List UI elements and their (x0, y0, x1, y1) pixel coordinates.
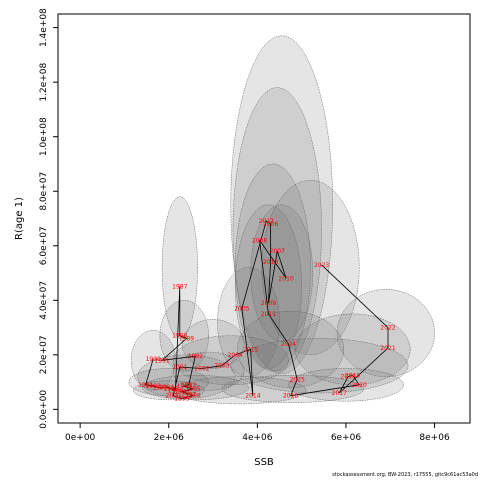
year-label-1994: 1994 (177, 383, 192, 390)
year-label-2011: 2011 (261, 311, 276, 318)
year-label-1981: 1981 (138, 382, 153, 389)
footer-credit: stockassessment.org, BW-2023, r17555, gi… (332, 472, 478, 478)
x-tick-label: 8e+06 (419, 433, 450, 443)
y-tick-label: 1.0e+08 (39, 117, 49, 156)
year-label-1986: 1986 (168, 387, 183, 394)
y-tick-label: 2.0e+07 (39, 335, 49, 374)
x-tick-label: 6e+06 (331, 433, 362, 443)
y-tick-label: 6.0e+07 (39, 226, 49, 265)
y-tick-label: 1.4e+08 (39, 8, 49, 47)
year-label-2014: 2014 (245, 393, 260, 400)
year-label-2003: 2003 (214, 363, 229, 370)
year-label-2018: 2018 (341, 374, 356, 381)
year-label-1991: 1991 (154, 357, 169, 364)
y-axis: 0.0e+00 2.0e+07 4.0e+07 6.0e+07 8.0e+07 1.0e+… (39, 8, 59, 429)
confidence-ellipse-2 (232, 87, 322, 372)
confidence-ellipse-6 (261, 180, 360, 356)
year-label-2024: 2024 (281, 341, 296, 348)
confidence-ellipse-11 (336, 289, 435, 377)
confidence-ellipse-19 (172, 376, 307, 405)
year-label-1987: 1987 (172, 284, 187, 291)
year-label-1998: 1998 (185, 393, 200, 400)
year-label-1985: 1985 (163, 386, 178, 393)
year-label-1988: 1988 (172, 333, 187, 340)
year-label-2010: 2010 (279, 275, 294, 282)
year-label-1999: 1999 (174, 395, 189, 402)
year-label-2015: 2015 (243, 346, 258, 353)
confidence-ellipse-23 (181, 319, 245, 369)
y-axis-title: R(age 1) (14, 197, 25, 240)
year-label-1983: 1983 (152, 385, 167, 392)
x-axis-title: SSB (254, 457, 274, 468)
x-tick-label: 2e+06 (154, 433, 185, 443)
year-label-1989: 1989 (179, 335, 194, 342)
trajectory-path (145, 220, 389, 399)
x-tick-label: 4e+06 (242, 433, 273, 443)
confidence-ellipse-4 (234, 204, 302, 369)
confidence-ellipse-21 (288, 368, 404, 402)
year-label-2023: 2023 (314, 262, 329, 269)
year-label-2000: 2000 (166, 393, 181, 400)
year-label-2021: 2021 (380, 345, 395, 352)
confidence-ellipse-7 (161, 196, 198, 339)
year-label-2017: 2017 (332, 390, 347, 397)
confidence-ellipse-5 (250, 204, 313, 342)
trajectory-line (145, 220, 389, 399)
year-label-1995: 1995 (185, 386, 200, 393)
year-label-2016: 2016 (283, 393, 298, 400)
year-label-2012: 2012 (259, 218, 274, 225)
year-label-1982: 1982 (146, 383, 161, 390)
confidence-ellipse-14 (237, 310, 344, 388)
year-label-2025: 2025 (290, 376, 305, 383)
year-label-2013: 2013 (263, 259, 278, 266)
year-label-1993: 1993 (181, 382, 196, 389)
year-label-2006: 2006 (263, 221, 278, 228)
year-label-2022: 2022 (380, 325, 395, 332)
confidence-ellipse-3 (234, 163, 311, 372)
confidence-ellipse-1 (230, 35, 333, 375)
confidence-ellipse-13 (230, 338, 409, 394)
year-label-1992: 1992 (188, 353, 203, 360)
confidence-ellipse-15 (172, 335, 289, 386)
year-label-2004: 2004 (228, 352, 243, 359)
year-label-1984: 1984 (159, 384, 174, 391)
year-label-2007: 2007 (270, 248, 285, 255)
y-tick-label: 0.0e+00 (39, 390, 49, 429)
year-label-2001: 2001 (172, 364, 187, 371)
x-axis: 0e+00 2e+06 4e+06 6e+06 8e+06 (65, 422, 450, 443)
y-tick-label: 8.0e+07 (39, 172, 49, 211)
year-label-2005: 2005 (234, 305, 249, 312)
confidence-ellipse-18 (141, 375, 249, 401)
x-tick-label: 0e+00 (65, 433, 96, 443)
year-label-1997: 1997 (181, 391, 196, 398)
confidence-ellipse-12 (294, 313, 411, 386)
y-tick-label: 1.2e+08 (39, 62, 49, 101)
year-label-2008: 2008 (252, 237, 267, 244)
year-label-2019: 2019 (345, 372, 360, 379)
y-tick-label: 4.0e+07 (39, 281, 49, 320)
year-label-1990: 1990 (146, 356, 161, 363)
year-label-1996: 1996 (174, 389, 189, 396)
year-label-2009: 2009 (261, 300, 276, 307)
year-label-2002: 2002 (194, 365, 209, 372)
confidence-ellipse-9 (130, 330, 176, 391)
year-label-2020: 2020 (352, 382, 367, 389)
